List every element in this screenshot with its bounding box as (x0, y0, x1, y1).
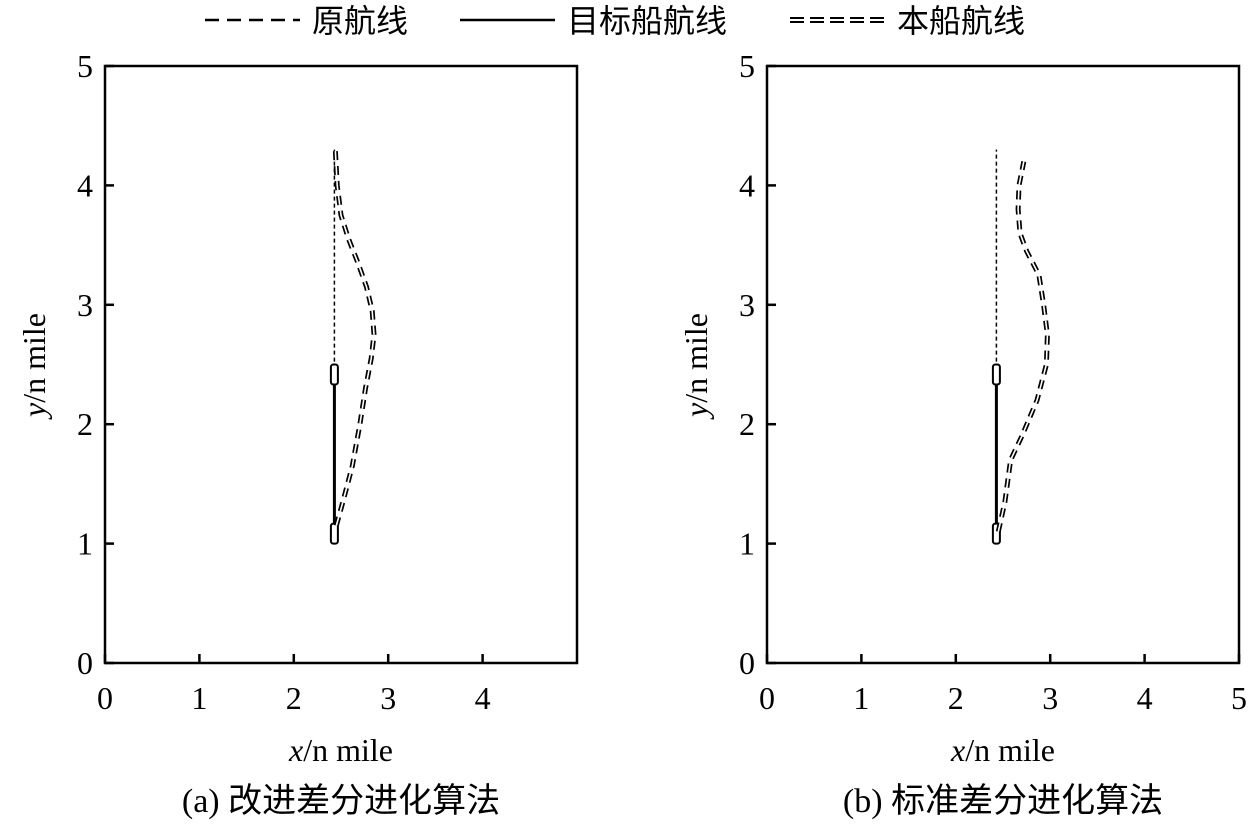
y-tick-label-a-2: 2 (77, 406, 93, 442)
x-tick-label-b-2: 2 (948, 680, 964, 716)
ylabel-var-a: y (16, 402, 52, 420)
x-tick-label-a-0: 0 (97, 680, 113, 716)
panel-a: 0 1 2 3 4 0 1 2 3 4 5 x/n mile y/n mile (a) 改进差分进化… (16, 48, 579, 820)
y-tick-label-a-3: 3 (77, 287, 93, 323)
series-a (329, 149, 377, 545)
series-own-route-core-a (334, 149, 375, 526)
caption-b: (b) 标准差分进化算法 (843, 782, 1163, 820)
y-tick-label-b-2: 2 (739, 406, 755, 442)
legend-label-target-route: 目标船航线 (567, 2, 727, 40)
ylabel-unit-a: /n mile (16, 313, 52, 403)
ticks-a: 0 1 2 3 4 0 1 2 3 4 5 (77, 48, 491, 716)
x-tick-label-b-1: 1 (853, 680, 869, 716)
ylabel-a: y/n mile (16, 313, 52, 420)
y-tick-label-a-0: 0 (77, 645, 93, 681)
y-tick-label-b-5: 5 (739, 48, 755, 84)
x-tick-label-a-1: 1 (191, 680, 207, 716)
x-tick-label-b-0: 0 (759, 680, 775, 716)
panel-b: 0 1 2 3 4 5 0 1 2 3 4 5 x/n mile y/n mile (b) 标准差分进… (678, 48, 1247, 820)
target-ship-marker-start-a (329, 522, 339, 545)
x-tick-label-a-4: 4 (475, 680, 491, 716)
ylabel-b: y/n mile (678, 313, 714, 420)
target-ship-marker-end-a (329, 363, 339, 386)
x-tick-label-a-3: 3 (380, 680, 396, 716)
legend-label-original-route: 原航线 (312, 2, 408, 40)
y-tick-label-b-4: 4 (739, 167, 755, 203)
ylabel-unit-b: /n mile (678, 313, 714, 403)
x-tick-label-b-5: 5 (1231, 680, 1247, 716)
xlabel-var-b: x (950, 732, 965, 768)
plot-frame-a (103, 64, 579, 665)
caption-a: (a) 改进差分进化算法 (182, 782, 500, 820)
y-tick-label-b-0: 0 (739, 645, 755, 681)
series-own-route-a (332, 149, 377, 527)
legend-label-own-route: 本船航线 (897, 2, 1025, 40)
xlabel-unit-b: /n mile (965, 732, 1055, 768)
ylabel-var-b: y (678, 402, 714, 420)
series-own-route-core-b (997, 161, 1049, 532)
xlabel-a: x/n mile (288, 732, 393, 768)
xlabel-var-a: x (288, 732, 303, 768)
y-tick-label-a-5: 5 (77, 48, 93, 84)
y-tick-label-a-4: 4 (77, 167, 93, 203)
series-b (991, 149, 1050, 545)
ticks-b: 0 1 2 3 4 5 0 1 2 3 4 5 (739, 48, 1247, 716)
y-tick-label-b-3: 3 (739, 287, 755, 323)
x-tick-label-b-3: 3 (1042, 680, 1058, 716)
xlabel-b: x/n mile (950, 732, 1055, 768)
y-tick-label-a-1: 1 (77, 526, 93, 562)
legend: 原航线 目标船航线 本船航线 (205, 2, 1025, 40)
y-tick-label-b-1: 1 (739, 526, 755, 562)
x-tick-label-a-2: 2 (286, 680, 302, 716)
plot-frame-b (765, 64, 1241, 665)
series-own-route-b (995, 161, 1050, 533)
target-ship-marker-end-b (991, 363, 1001, 386)
xlabel-unit-a: /n mile (303, 732, 393, 768)
x-tick-label-b-4: 4 (1137, 680, 1153, 716)
